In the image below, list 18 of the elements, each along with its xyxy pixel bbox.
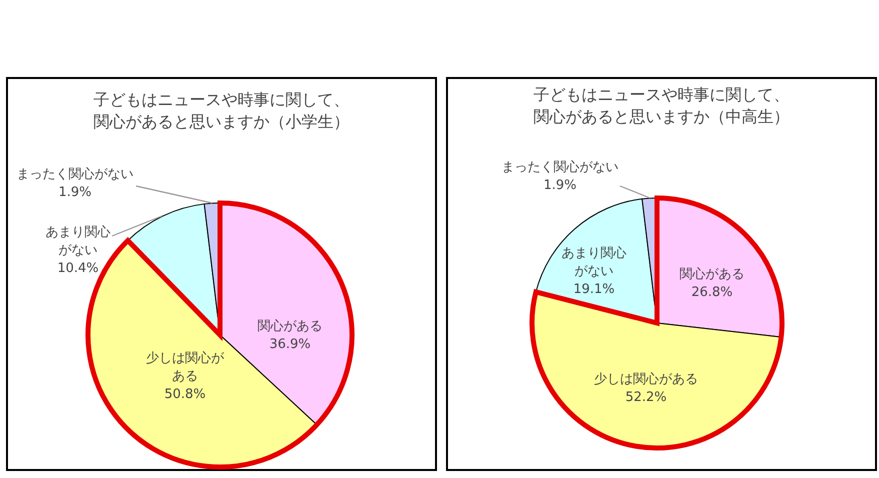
slice-label: あまり関心がない — [562, 245, 626, 279]
data-label: 50.8% — [164, 387, 206, 402]
slice-label: まったく関心がない — [16, 166, 134, 182]
data-label: 1.9% — [58, 185, 92, 200]
data-label: 1.9% — [543, 178, 577, 193]
chart-title: 子どもはニュースや時事に関して、関心があると思いますか（中高生） — [534, 85, 790, 126]
slice-label: 少しは関心がある — [146, 350, 225, 384]
data-label: 26.8% — [691, 285, 733, 300]
data-label: 52.2% — [625, 390, 667, 405]
slice-label: 関心がある — [680, 266, 744, 282]
data-label: 36.9% — [269, 337, 311, 352]
chart-title: 子どもはニュースや時事に関して、関心があると思いますか（小学生） — [94, 90, 350, 131]
slice-label: 少しは関心がある — [594, 371, 698, 387]
slice-label: あまり関心がない — [46, 224, 110, 258]
data-label: 19.1% — [573, 282, 615, 297]
slice-label: まったく関心がない — [502, 159, 618, 175]
slice-label: 関心がある — [258, 318, 322, 334]
data-label: 10.4% — [57, 261, 99, 276]
